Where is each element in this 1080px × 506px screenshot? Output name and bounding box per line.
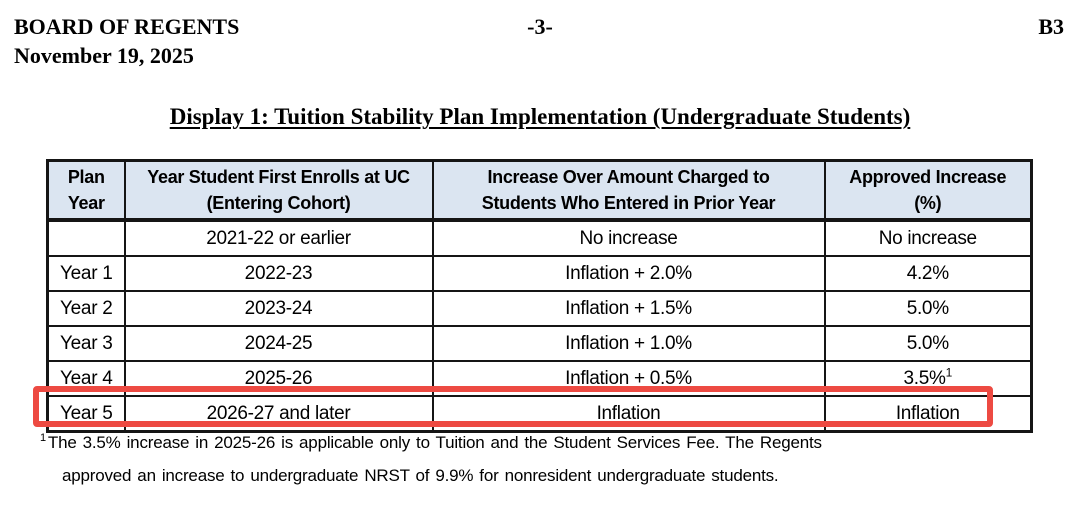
- header-entering-cohort: Year Student First Enrolls at UC (Enteri…: [123, 159, 434, 222]
- display-title: Display 1: Tuition Stability Plan Implem…: [169, 104, 911, 129]
- cell-approved-increase: 5.0%: [823, 325, 1033, 362]
- cell-cohort: 2026-27 and later: [123, 395, 434, 433]
- tuition-plan-table: Plan Year Year Student First Enrolls at …: [46, 159, 1033, 433]
- footnote: 1 The 3.5% increase in 2025-26 is applica…: [40, 433, 1040, 486]
- document-header: BOARD OF REGENTS November 19, 2025: [14, 12, 239, 70]
- table-row: Year 3 2024-25 Inflation + 1.0% 5.0%: [46, 325, 1033, 362]
- cell-increase-rule: No increase: [431, 219, 826, 257]
- cell-cohort: 2025-26: [123, 360, 434, 397]
- header-increase-rule: Increase Over Amount Charged to Students…: [431, 159, 826, 222]
- table-row-highlighted: Year 5 2026-27 and later Inflation Infla…: [46, 395, 1033, 433]
- table-header-row: Plan Year Year Student First Enrolls at …: [46, 159, 1033, 222]
- cell-cohort: 2024-25: [123, 325, 434, 362]
- cell-increase-rule: Inflation + 2.0%: [431, 255, 826, 292]
- cell-approved-increase: 3.5%1: [823, 360, 1033, 397]
- agenda-item-code: B3: [1038, 14, 1064, 39]
- cell-increase-rule: Inflation: [431, 395, 826, 433]
- table-row: Year 1 2022-23 Inflation + 2.0% 4.2%: [46, 255, 1033, 292]
- table-row: Year 2 2023-24 Inflation + 1.5% 5.0%: [46, 290, 1033, 327]
- cell-cohort: 2021-22 or earlier: [123, 219, 434, 257]
- approved-increase-value: 3.5%: [903, 367, 946, 389]
- cell-plan-year: Year 1: [46, 255, 126, 292]
- cell-plan-year: Year 3: [46, 325, 126, 362]
- cell-cohort: 2022-23: [123, 255, 434, 292]
- footnote-text-line2: approved an increase to undergraduate NR…: [62, 466, 779, 485]
- footnote-text-line1: The 3.5% increase in 2025-26 is applicab…: [47, 433, 822, 452]
- footnote-reference-marker: 1: [945, 365, 953, 380]
- table-row: Year 4 2025-26 Inflation + 0.5% 3.5%1: [46, 360, 1033, 397]
- cell-plan-year: [46, 219, 126, 257]
- cell-increase-rule: Inflation + 1.0%: [431, 325, 826, 362]
- meeting-date: November 19, 2025: [14, 43, 194, 68]
- page-number: -3-: [527, 14, 553, 39]
- header-plan-year: Plan Year: [46, 159, 126, 222]
- footnote-line1: 1 The 3.5% increase in 2025-26 is applica…: [40, 433, 1040, 453]
- organization-name: BOARD OF REGENTS: [14, 14, 240, 39]
- cell-approved-increase: 5.0%: [823, 290, 1033, 327]
- cell-increase-rule: Inflation + 1.5%: [431, 290, 826, 327]
- cell-approved-increase: 4.2%: [823, 255, 1033, 292]
- cell-approved-increase: No increase: [823, 219, 1033, 257]
- cell-cohort: 2023-24: [123, 290, 434, 327]
- header-approved-increase: Approved Increase (%): [823, 159, 1033, 222]
- footnote-marker: 1: [40, 432, 46, 445]
- cell-plan-year: Year 2: [46, 290, 126, 327]
- cell-plan-year: Year 4: [46, 360, 126, 397]
- cell-plan-year: Year 5: [46, 395, 126, 433]
- table-row: 2021-22 or earlier No increase No increa…: [46, 219, 1033, 257]
- cell-approved-increase: Inflation: [823, 395, 1033, 433]
- cell-increase-rule: Inflation + 0.5%: [431, 360, 826, 397]
